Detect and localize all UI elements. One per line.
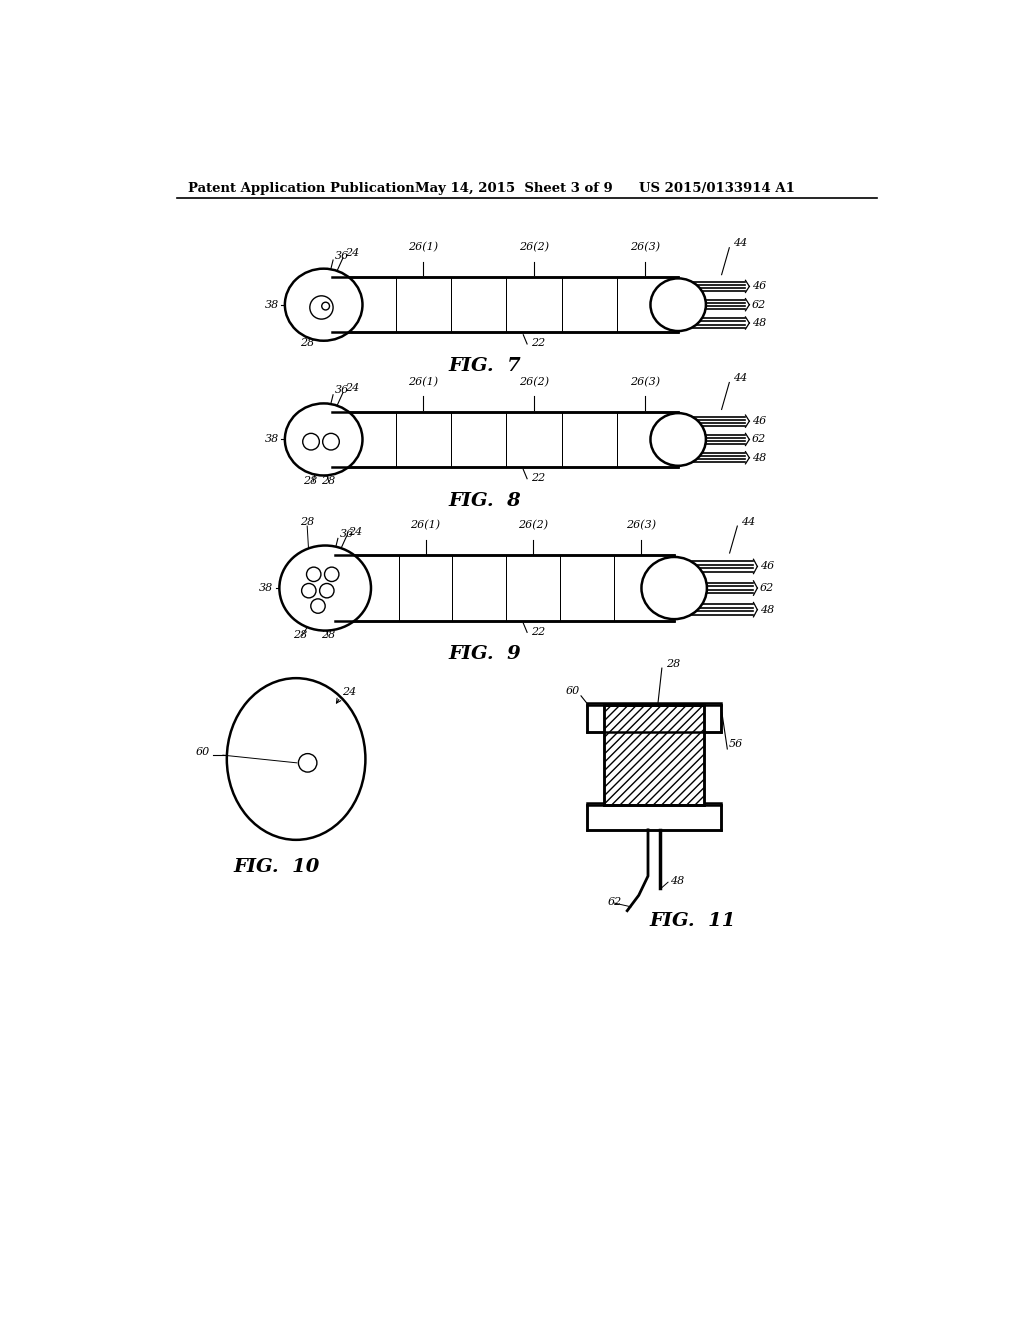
Text: 46: 46 — [760, 561, 774, 572]
Circle shape — [322, 302, 330, 310]
Bar — [507, 412, 562, 467]
Text: Patent Application Publication: Patent Application Publication — [188, 182, 415, 194]
Bar — [617, 277, 673, 333]
Text: FIG.  10: FIG. 10 — [233, 858, 321, 876]
Text: 44: 44 — [733, 374, 748, 383]
Text: 44: 44 — [733, 238, 748, 248]
Ellipse shape — [285, 269, 362, 341]
Text: 24: 24 — [344, 383, 358, 393]
Text: 62: 62 — [608, 898, 623, 907]
Circle shape — [303, 433, 319, 450]
Ellipse shape — [285, 404, 362, 475]
Circle shape — [310, 599, 326, 614]
Text: 48: 48 — [760, 605, 774, 615]
Bar — [617, 412, 673, 467]
Circle shape — [306, 568, 321, 582]
Text: 26(2): 26(2) — [518, 520, 548, 531]
Text: 48: 48 — [752, 453, 766, 463]
Text: 28: 28 — [342, 304, 356, 314]
Bar — [587, 702, 721, 733]
Text: US 2015/0133914 A1: US 2015/0133914 A1 — [639, 182, 795, 194]
Text: FIG.  7: FIG. 7 — [449, 356, 521, 375]
Text: 22: 22 — [531, 338, 545, 348]
Text: 24: 24 — [342, 686, 356, 697]
Text: 62: 62 — [752, 300, 766, 310]
Ellipse shape — [280, 545, 371, 631]
Text: 26(3): 26(3) — [626, 520, 655, 531]
Text: 60: 60 — [565, 685, 580, 696]
Text: 60: 60 — [196, 747, 210, 758]
Bar — [395, 277, 452, 333]
Bar — [332, 412, 678, 467]
Text: 36: 36 — [335, 385, 349, 395]
Bar — [507, 277, 562, 333]
Text: FIG.  8: FIG. 8 — [449, 491, 521, 510]
Text: 62: 62 — [752, 434, 766, 445]
Bar — [332, 277, 678, 333]
Text: 26(1): 26(1) — [409, 376, 438, 387]
Text: 28: 28 — [322, 630, 336, 640]
Text: 22: 22 — [531, 627, 545, 636]
Bar — [335, 556, 674, 620]
Text: 28: 28 — [300, 338, 314, 348]
Text: 46: 46 — [752, 416, 766, 426]
Bar — [398, 556, 453, 620]
Circle shape — [325, 568, 339, 582]
Text: 22: 22 — [531, 473, 545, 483]
Circle shape — [310, 296, 333, 319]
Text: 28: 28 — [303, 477, 317, 486]
Text: 36: 36 — [339, 529, 353, 539]
Ellipse shape — [226, 678, 366, 840]
Bar — [613, 556, 668, 620]
Text: May 14, 2015  Sheet 3 of 9: May 14, 2015 Sheet 3 of 9 — [416, 182, 613, 194]
Text: 28: 28 — [294, 630, 308, 640]
Text: 38: 38 — [264, 300, 279, 310]
Text: 26(3): 26(3) — [630, 242, 660, 252]
Bar — [506, 556, 560, 620]
Circle shape — [298, 754, 316, 772]
Text: 26(3): 26(3) — [630, 376, 660, 387]
Text: 26(1): 26(1) — [409, 242, 438, 252]
Text: 28: 28 — [666, 659, 680, 669]
Text: 48: 48 — [752, 318, 766, 327]
Text: 28: 28 — [321, 477, 335, 486]
Text: 56: 56 — [729, 739, 743, 750]
Bar — [604, 705, 705, 805]
Bar — [587, 803, 721, 830]
Text: 28: 28 — [300, 516, 314, 527]
Circle shape — [302, 583, 316, 598]
Ellipse shape — [641, 557, 707, 619]
Text: 26(2): 26(2) — [519, 376, 549, 387]
Text: 44: 44 — [741, 516, 756, 527]
Text: 38: 38 — [259, 583, 273, 593]
Ellipse shape — [650, 279, 706, 331]
Text: 36: 36 — [335, 251, 349, 260]
Bar — [395, 412, 452, 467]
Text: 62: 62 — [760, 583, 774, 593]
Text: 48: 48 — [670, 875, 684, 886]
Text: 26(1): 26(1) — [411, 520, 440, 531]
Text: 24: 24 — [348, 527, 362, 536]
Text: FIG.  9: FIG. 9 — [449, 645, 521, 663]
Text: 26(2): 26(2) — [519, 242, 549, 252]
Ellipse shape — [650, 413, 706, 466]
Circle shape — [323, 433, 339, 450]
Text: FIG.  11: FIG. 11 — [649, 912, 736, 931]
Text: 24: 24 — [344, 248, 358, 259]
Circle shape — [319, 583, 334, 598]
Text: 38: 38 — [264, 434, 279, 445]
Text: 46: 46 — [752, 281, 766, 292]
